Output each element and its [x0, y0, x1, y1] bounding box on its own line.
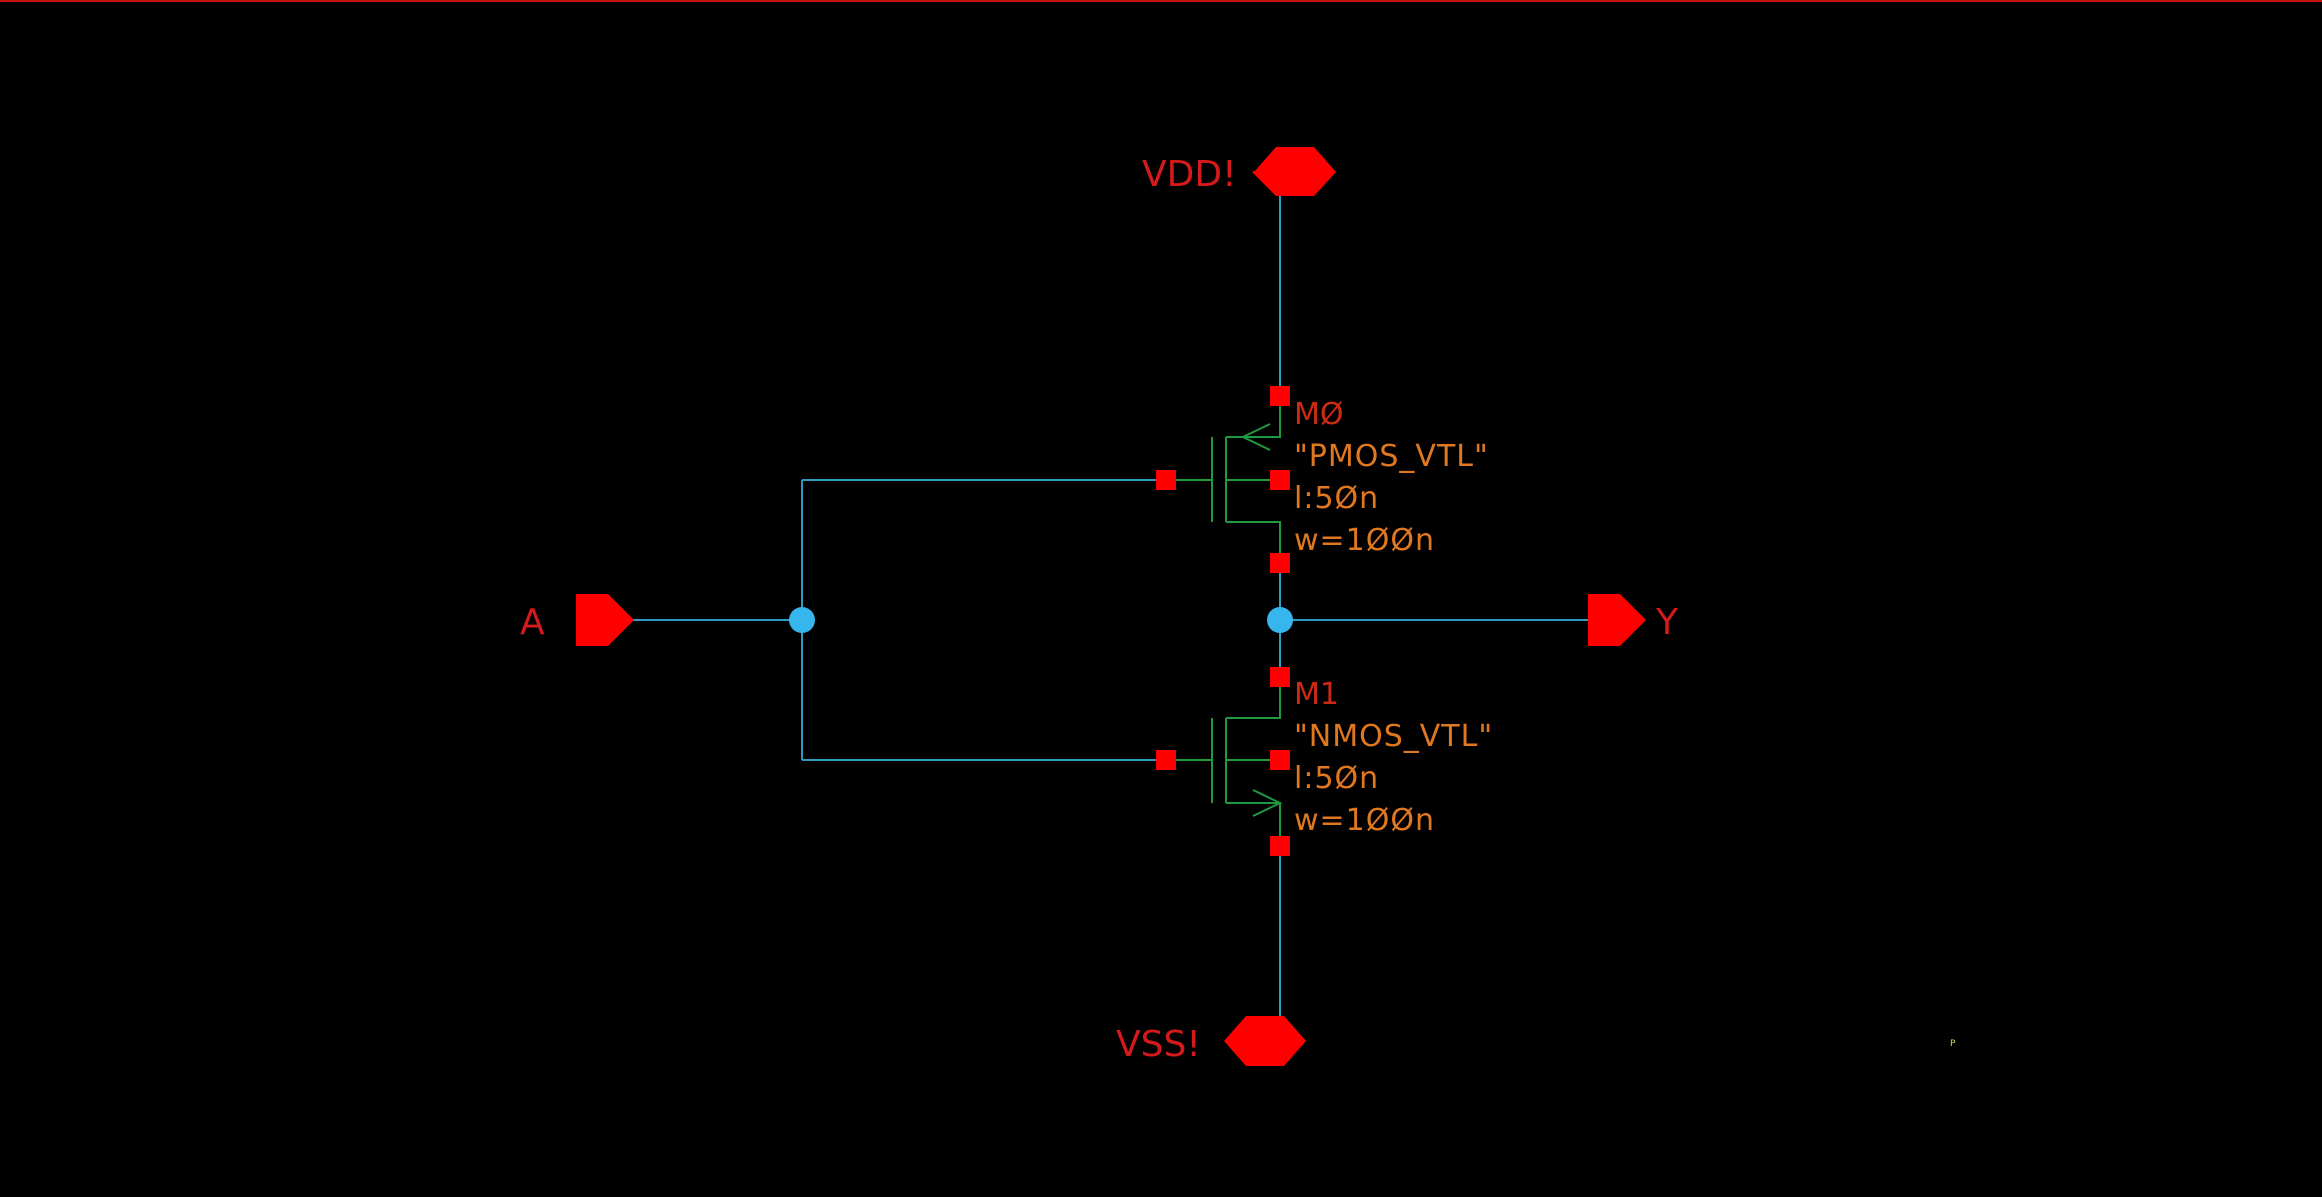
nmos-instance-name: M1 [1294, 677, 1339, 712]
pmos-source-pin[interactable] [1270, 386, 1290, 406]
output-label: Y [1655, 602, 1679, 643]
pmos-instance-name: MØ [1294, 397, 1344, 432]
probe-marker: P [1950, 1039, 1956, 1049]
vss-label: VSS! [1116, 1024, 1201, 1065]
pmos-drain-pin[interactable] [1270, 553, 1290, 573]
pmos-drain-lead [1226, 521, 1281, 563]
nmos-model-name: "NMOS_VTL" [1294, 719, 1493, 754]
vdd-label: VDD! [1142, 154, 1237, 195]
pins [1156, 386, 1290, 856]
input-label: A [520, 602, 545, 643]
pmos-width-param: w=1ØØn [1294, 523, 1435, 558]
vdd-port-hex[interactable] [1254, 147, 1336, 196]
pmos-model-name: "PMOS_VTL" [1294, 439, 1489, 474]
pmos-length-param: l:5Øn [1294, 481, 1379, 516]
nmos-drain-lead [1226, 677, 1281, 719]
pmos-gate-pin[interactable] [1156, 470, 1176, 490]
nmos-length-param: l:5Øn [1294, 761, 1379, 796]
nmos-width-param: w=1ØØn [1294, 803, 1435, 838]
vss-port-icon[interactable] [1224, 1016, 1306, 1066]
output-port-icon[interactable] [1588, 594, 1646, 646]
nmos-gate-pin[interactable] [1156, 750, 1176, 770]
nmos-arrow-icon [1252, 789, 1283, 817]
wires [628, 192, 1590, 1020]
pmos-transistor[interactable] [1166, 396, 1281, 563]
input-junction-dot[interactable] [789, 607, 815, 633]
pmos-arrow-icon [1240, 423, 1271, 451]
pmos-body-pin[interactable] [1270, 470, 1290, 490]
nmos-body-pin[interactable] [1270, 750, 1290, 770]
nmos-transistor[interactable] [1166, 677, 1283, 846]
input-port-icon[interactable] [576, 594, 634, 646]
output-junction-dot[interactable] [1267, 607, 1293, 633]
nmos-source-pin[interactable] [1270, 836, 1290, 856]
nmos-drain-pin[interactable] [1270, 667, 1290, 687]
